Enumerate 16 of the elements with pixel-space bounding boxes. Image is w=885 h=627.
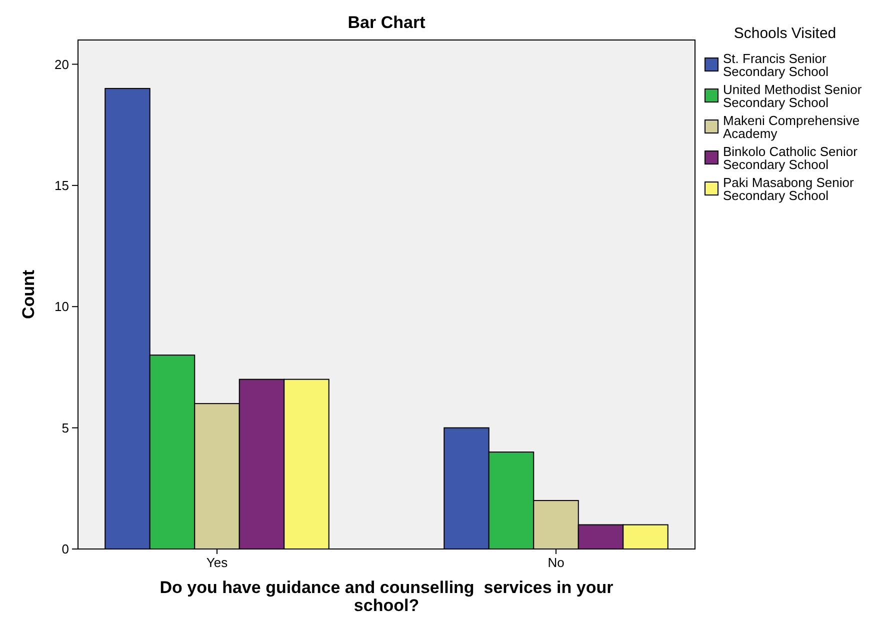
legend-label: Makeni Comprehensive Academy <box>723 113 860 141</box>
x-tick-label: No <box>548 555 564 570</box>
chart-title: Bar Chart <box>348 13 426 32</box>
y-tick-label: 0 <box>62 542 69 557</box>
legend-label: Paki Masabong Senior Secondary School <box>723 175 854 203</box>
y-tick-label: 15 <box>54 178 69 193</box>
y-tick-label: 5 <box>62 420 69 436</box>
y-tick-label: 20 <box>54 56 69 72</box>
legend-label: United Methodist Senior Secondary School <box>723 82 862 110</box>
y-tick-label: 10 <box>54 299 69 314</box>
x-axis-title: Do you have guidance and counselling services in your school? <box>160 578 614 615</box>
y-axis-title: Count <box>19 270 38 320</box>
legend-label: St. Francis Senior Secondary School <box>723 51 829 79</box>
legend-title: Schools Visited <box>734 25 836 42</box>
legend-label: Binkolo Catholic Senior Secondary School <box>723 144 858 172</box>
x-tick-label: Yes <box>206 555 228 570</box>
